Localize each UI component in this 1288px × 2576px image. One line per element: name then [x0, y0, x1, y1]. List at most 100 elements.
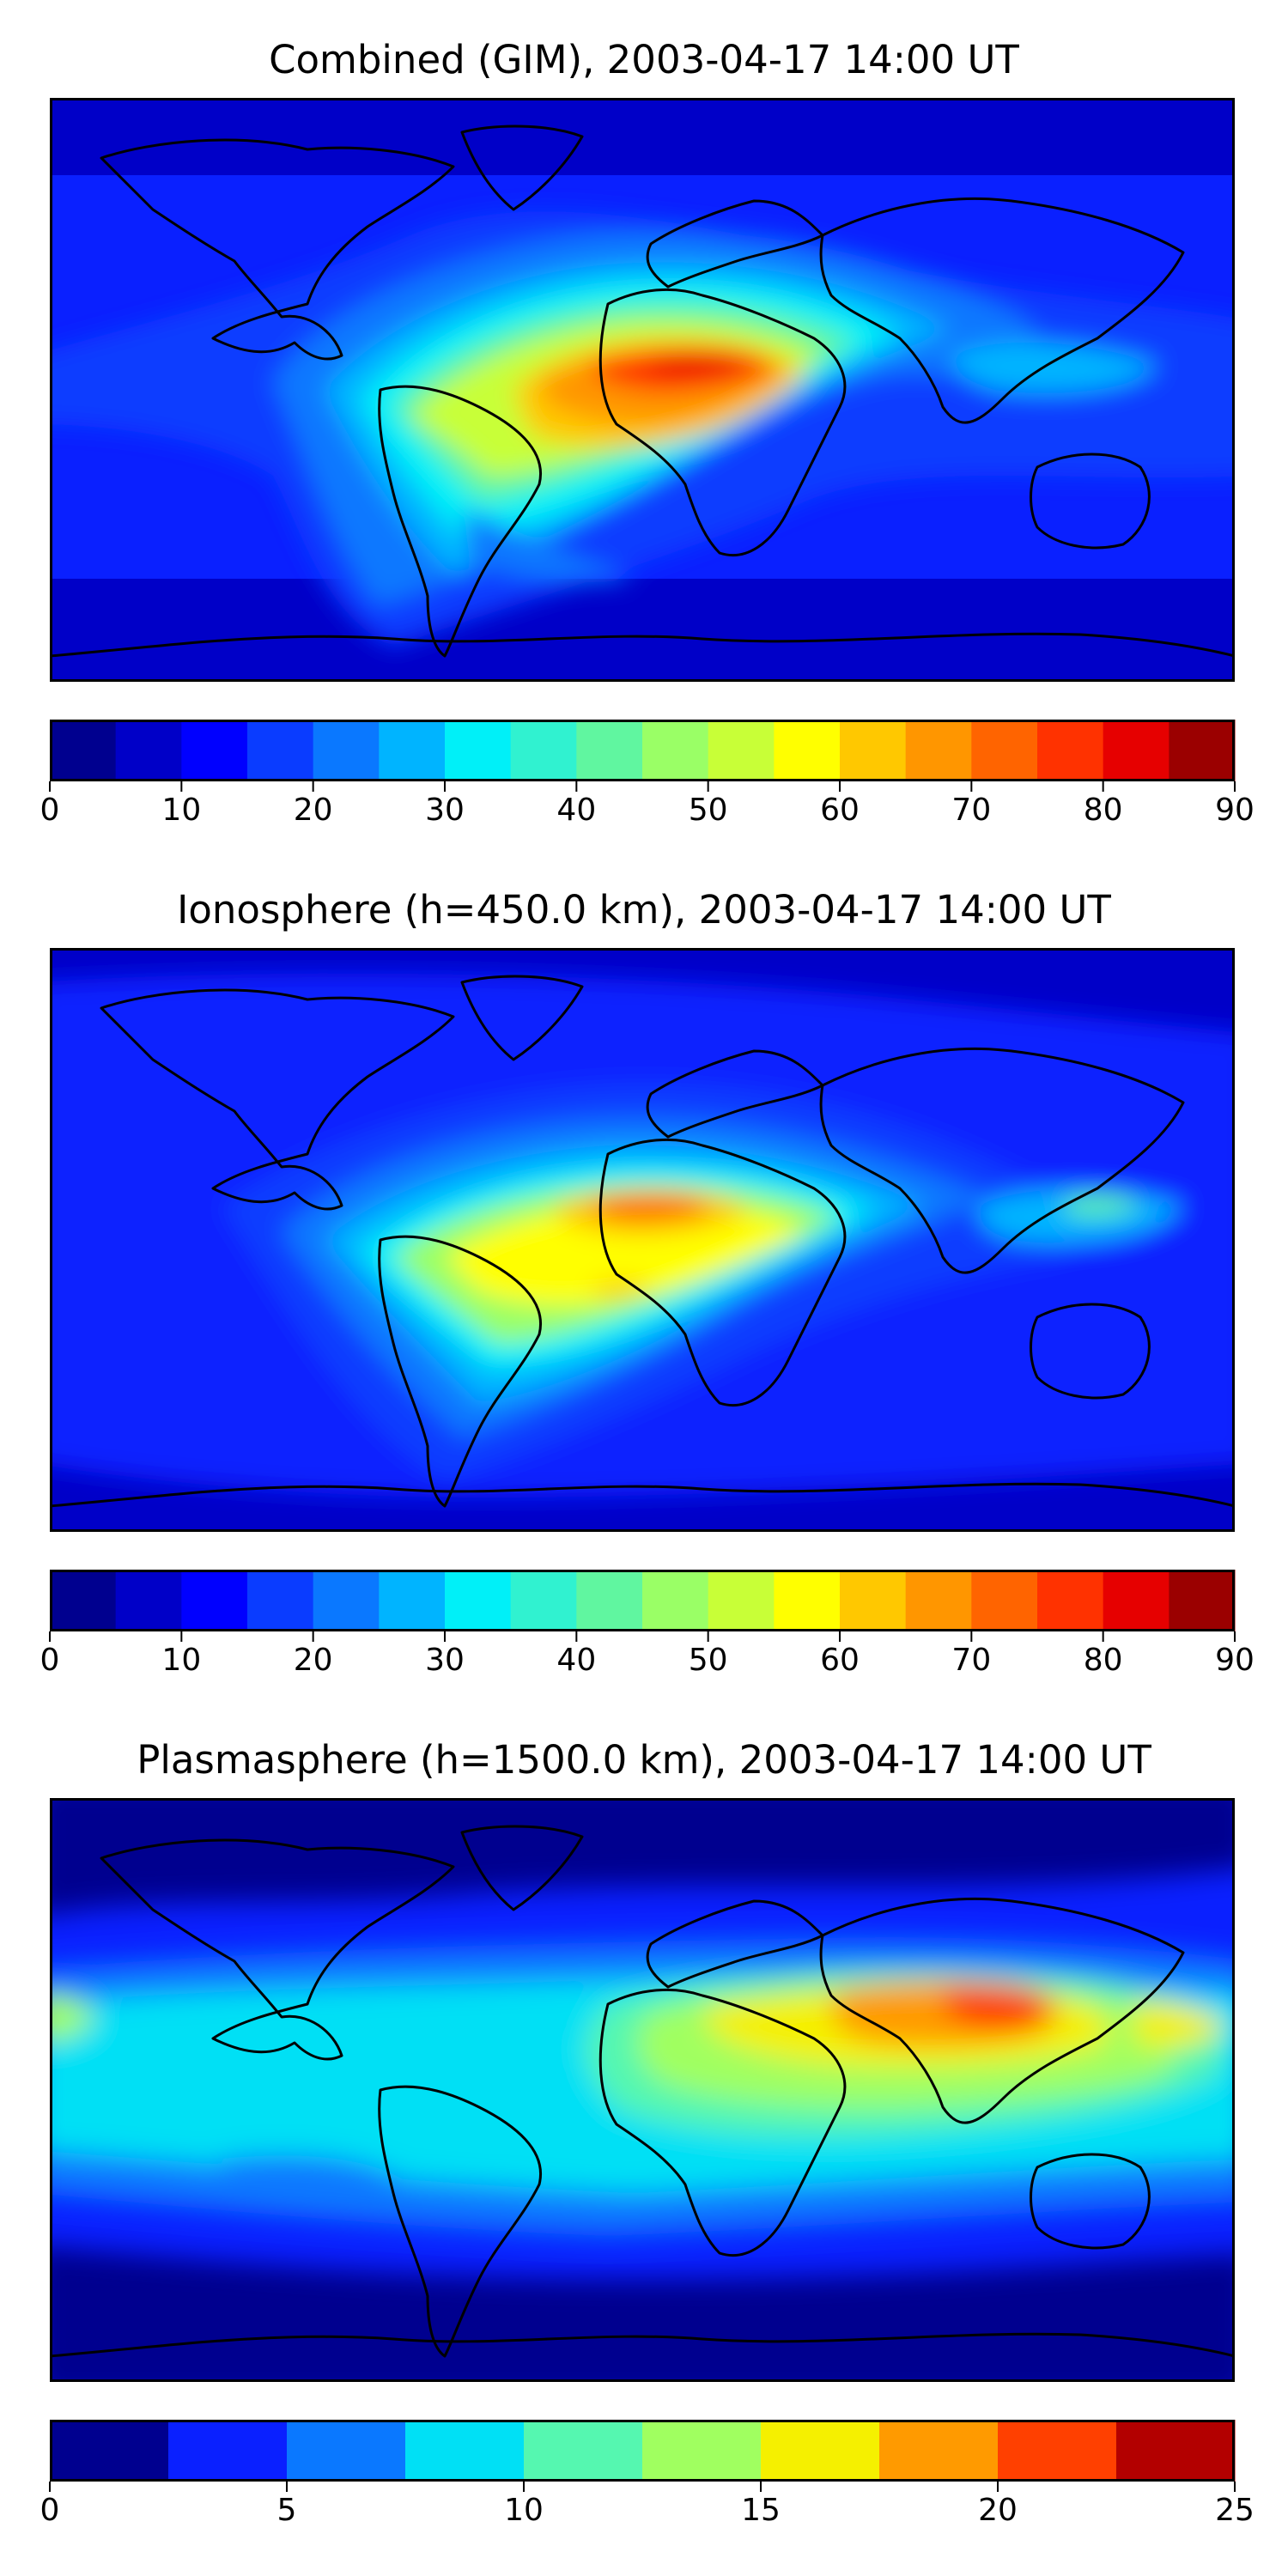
colorbar-segment: [445, 720, 512, 781]
contour-polar-north: [50, 98, 1235, 175]
colorbar-segment: [1037, 720, 1104, 781]
panel-1-map: [50, 98, 1235, 682]
panel-3-map: [50, 1798, 1235, 2382]
europe: [646, 199, 824, 289]
colorbar-tick-label: 60: [820, 793, 860, 828]
colorbar-segment: [379, 1570, 446, 1631]
north-america: [100, 138, 455, 361]
colorbar-segment: [879, 2420, 999, 2482]
asia: [819, 1047, 1185, 1274]
africa-europe: [598, 289, 847, 557]
colorbar-segment: [576, 1570, 643, 1631]
colorbar-segment: [1116, 2420, 1236, 2482]
south-america: [378, 2085, 542, 2358]
colorbar-tick-label: 70: [951, 793, 992, 828]
europe: [646, 1049, 824, 1139]
colorbar-segment: [510, 1570, 577, 1631]
europe: [646, 1899, 824, 1989]
colorbar-tick-label: 15: [741, 2493, 781, 2528]
colorbar-segment: [708, 720, 775, 781]
contour-south-low: [50, 2245, 1235, 2382]
colorbar-segment: [1037, 1570, 1104, 1631]
colorbar-tick-label: 0: [39, 2493, 60, 2528]
greenland: [460, 125, 584, 211]
colorbar-segment: [168, 2420, 288, 2482]
colorbar-segment: [642, 2420, 762, 2482]
colorbar-tick-label: 90: [1215, 1643, 1255, 1678]
contour-southeast-asia-core: [1063, 1195, 1140, 1216]
antarctica: [50, 632, 1235, 658]
colorbar-tick-label: 90: [1215, 793, 1255, 828]
colorbar-segment: [405, 2420, 525, 2482]
australia: [1030, 453, 1151, 550]
colorbar-segment: [840, 1570, 907, 1631]
colorbar-svg: [49, 720, 1236, 792]
colorbar-segment: [1169, 720, 1236, 781]
africa-europe: [598, 1989, 847, 2257]
colorbar-segment: [1103, 1570, 1170, 1631]
contour-north-low: [50, 1798, 1235, 1915]
colorbar-segment: [971, 720, 1038, 781]
colorbar-segment: [524, 2420, 643, 2482]
colorbar-segment: [642, 720, 709, 781]
colorbar-segment: [50, 720, 117, 781]
colorbar-segment: [445, 1570, 512, 1631]
colorbar-segment: [1103, 720, 1170, 781]
contour-level-85: [650, 355, 743, 374]
contour-spot-south: [591, 1280, 651, 1297]
colorbar-segment: [313, 1570, 380, 1631]
asia: [819, 197, 1185, 424]
australia: [1030, 1303, 1151, 1400]
colorbar-segment: [181, 1570, 248, 1631]
colorbar-segment: [1169, 1570, 1236, 1631]
colorbar-segment: [510, 720, 577, 781]
colorbar-segment: [905, 720, 972, 781]
greenland: [460, 975, 584, 1061]
colorbar-tick-label: 25: [1215, 2493, 1255, 2528]
colorbar-tick-label: 0: [39, 793, 60, 828]
panel-2-map: [50, 948, 1235, 1532]
panel-1-colorbar: 0 10 20 30 40 50 60 70 80 90: [40, 720, 1255, 828]
antarctica: [50, 1482, 1235, 1508]
contour-pacific-cool: [222, 2155, 410, 2207]
colorbar-tick-label: 10: [504, 2493, 544, 2528]
colorbar-segment: [905, 1570, 972, 1631]
contour-polar-south: [50, 579, 1235, 682]
colorbar-tick-label: 50: [688, 793, 728, 828]
colorbar-segment: [971, 1570, 1038, 1631]
colorbar-segment: [774, 1570, 841, 1631]
greenland: [460, 1825, 584, 1911]
coastlines: [50, 125, 1235, 658]
colorbar-tick-label: 10: [161, 1643, 202, 1678]
panel-2-colorbar: 0 10 20 30 40 50 60 70 80 90: [40, 1570, 1255, 1678]
panel-1-title: Combined (GIM), 2003-04-17 14:00 UT: [269, 37, 1019, 82]
contour-level-20: [943, 1983, 1049, 2030]
colorbar-segment: [761, 2420, 880, 2482]
colorbar-tick-label: 30: [425, 1643, 465, 1678]
north-america: [100, 1838, 455, 2061]
colorbar-segment: [50, 2420, 169, 2482]
colorbar-tick-label: 10: [161, 793, 202, 828]
colorbar-segment: [379, 720, 446, 781]
colorbar-segment: [708, 1570, 775, 1631]
south-america: [378, 385, 542, 658]
contour-east-spot: [1132, 2002, 1226, 2047]
colorbar-tick-label: 0: [39, 1643, 60, 1678]
south-america: [378, 1235, 542, 1508]
panel-3-title: Plasmasphere (h=1500.0 km), 2003-04-17 1…: [137, 1737, 1151, 1783]
panel-3-colorbar: 0 5 10 15 20 25: [40, 2420, 1255, 2528]
coastlines: [50, 975, 1235, 1508]
colorbar-segment: [50, 1570, 117, 1631]
colorbar-tick-label: 50: [688, 1643, 728, 1678]
africa-europe: [598, 1139, 847, 1407]
colorbar-segment: [115, 1570, 182, 1631]
colorbar-segment: [998, 2420, 1117, 2482]
colorbar-segment: [115, 720, 182, 781]
colorbar-segment: [287, 2420, 406, 2482]
colorbar-segment: [313, 720, 380, 781]
colorbar-tick-label: 5: [276, 2493, 297, 2528]
contour-level-70: [591, 1195, 708, 1220]
colorbar-segment: [247, 1570, 314, 1631]
colorbar-segment: [642, 1570, 709, 1631]
contour-southeast-asia: [951, 342, 1157, 393]
